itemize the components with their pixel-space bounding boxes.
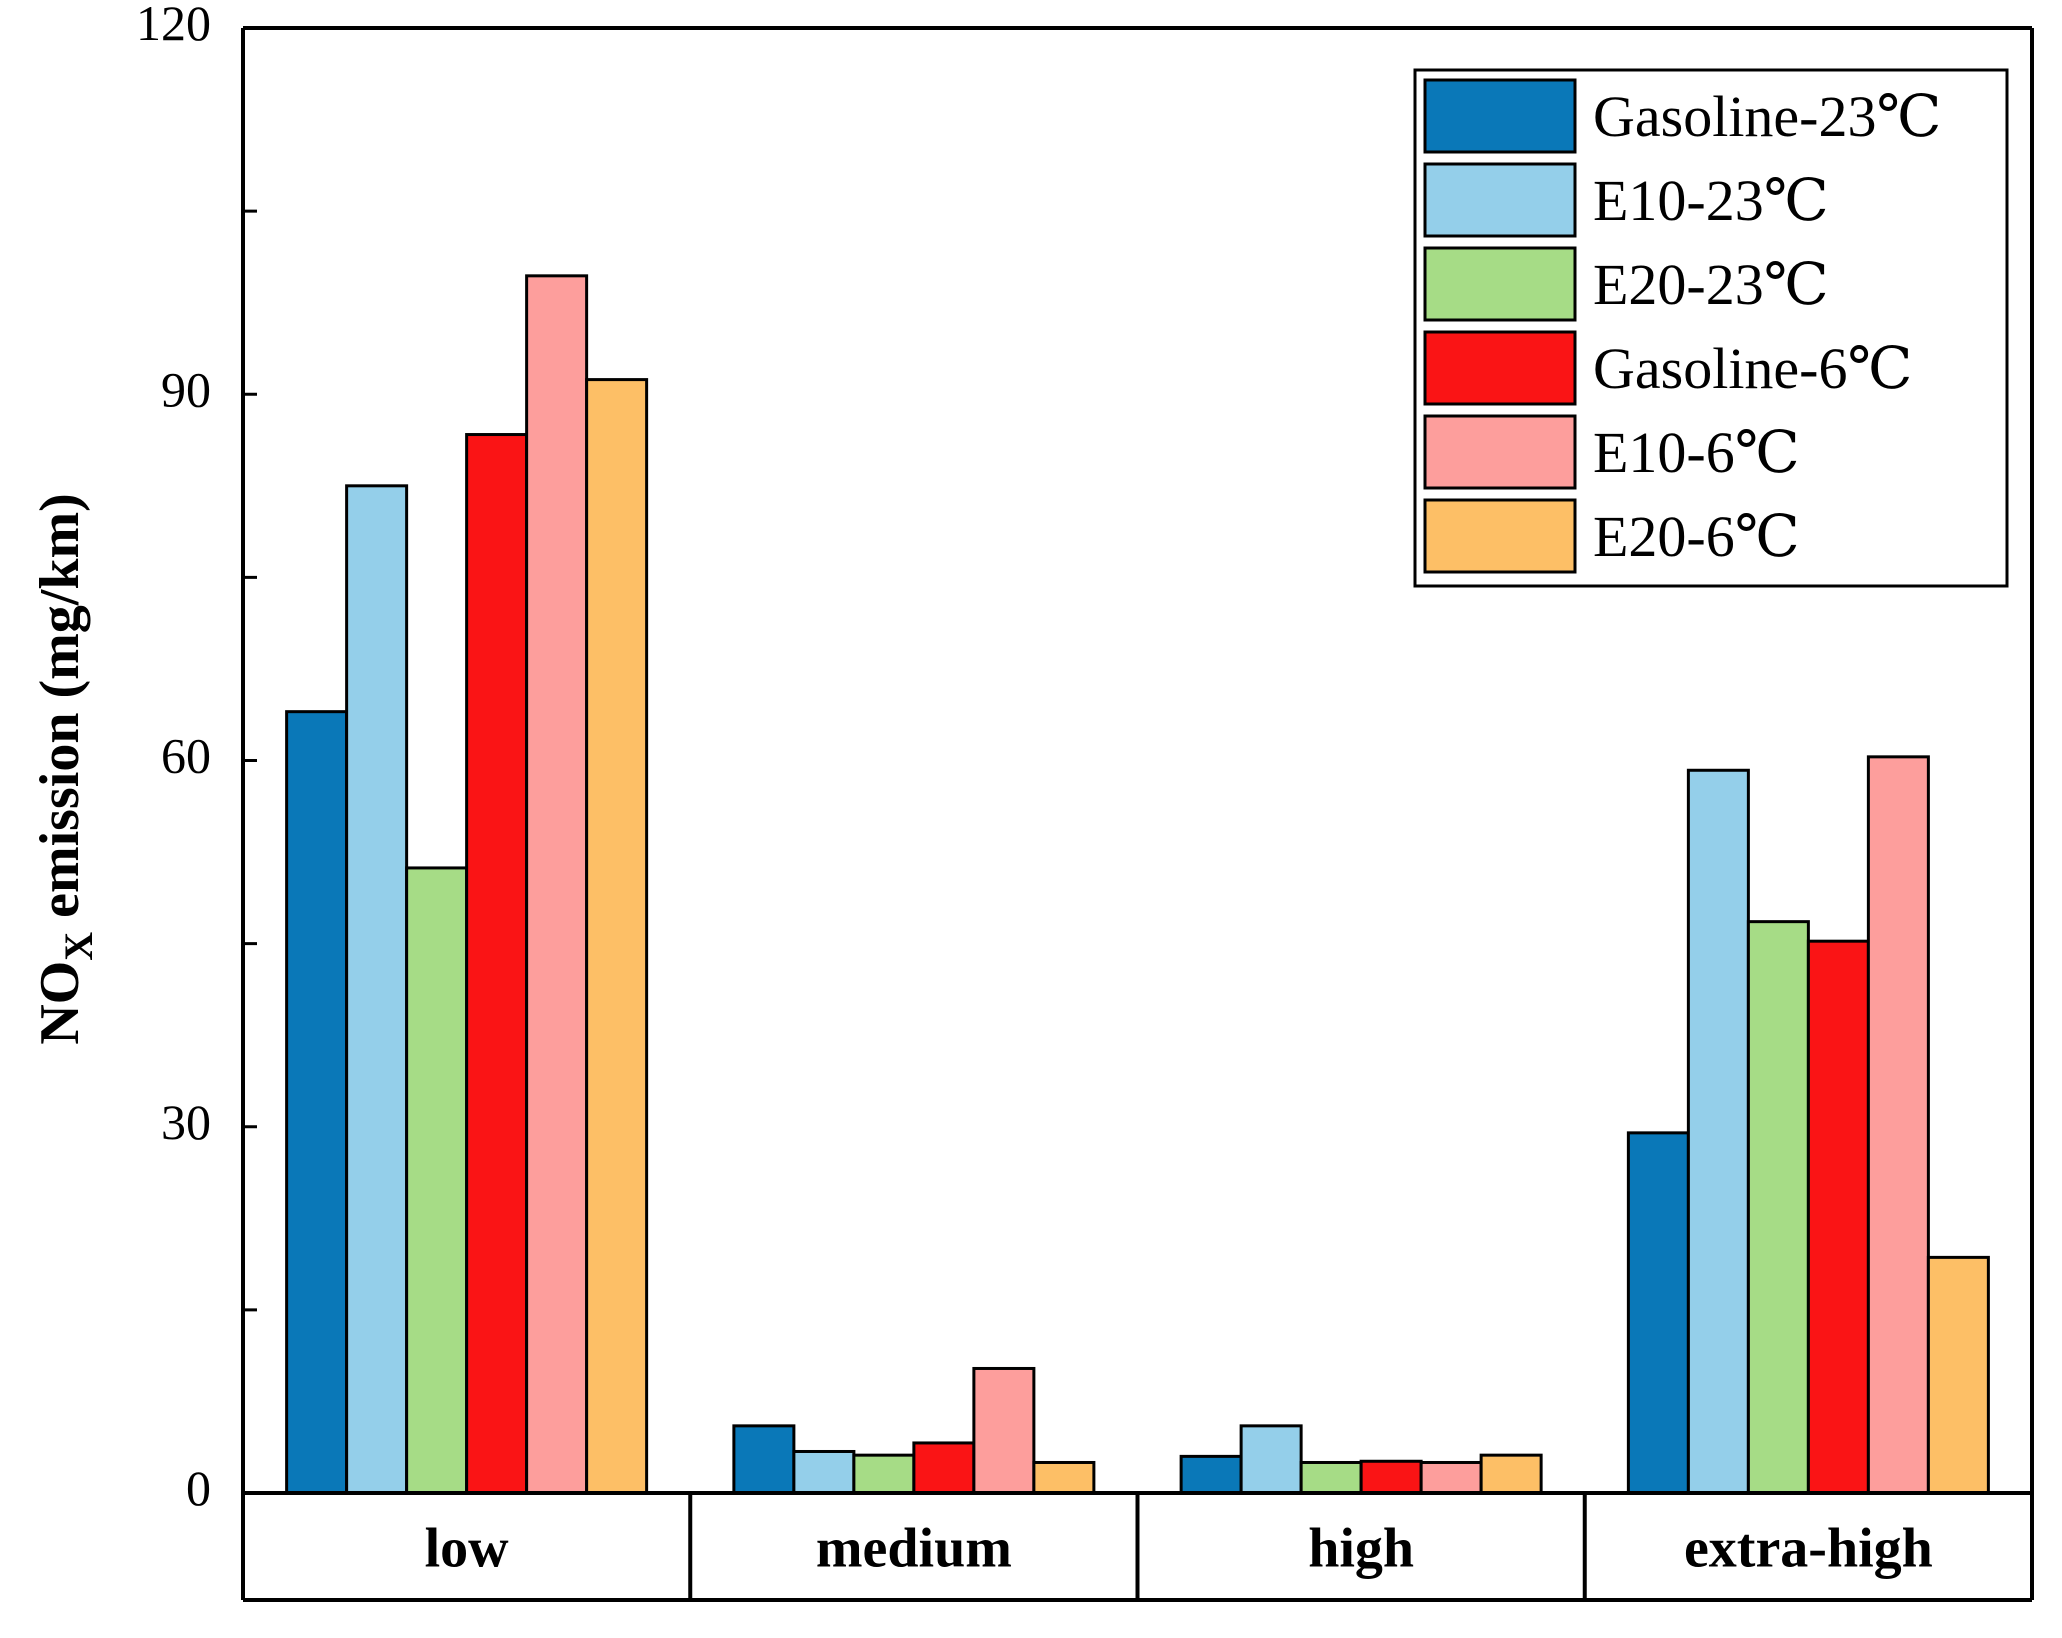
- legend-label: E10-23℃: [1593, 168, 1829, 233]
- bar-extra-high-5: [1866, 755, 1930, 1495]
- category-axis: low medium high extra-high: [425, 1518, 1933, 1580]
- bar-low-6: [585, 378, 649, 1495]
- category-label: medium: [816, 1518, 1012, 1580]
- bar-high-4: [1359, 1459, 1423, 1495]
- bar-low-3: [405, 866, 469, 1495]
- bar-high-3: [1299, 1460, 1363, 1495]
- bar-low-4: [465, 433, 529, 1495]
- bar-low-2: [345, 484, 409, 1495]
- legend-swatch: [1423, 414, 1577, 490]
- legend-label: E10-6℃: [1593, 420, 1800, 485]
- legend-label: E20-23℃: [1593, 252, 1829, 317]
- y-tick-label: 0: [186, 1460, 211, 1516]
- category-label: high: [1308, 1518, 1414, 1580]
- bar-high-2: [1239, 1424, 1303, 1495]
- y-ticks: 0 30 60 90 120: [136, 0, 257, 1516]
- legend-swatch: [1423, 498, 1577, 574]
- bar-high-1: [1179, 1454, 1243, 1495]
- legend-swatch: [1423, 246, 1577, 322]
- bar-extra-high-3: [1746, 920, 1810, 1495]
- legend-label: Gasoline-23℃: [1593, 84, 1941, 149]
- legend-label: E20-6℃: [1593, 504, 1800, 569]
- bar-low-5: [525, 274, 589, 1495]
- bar-low-1: [285, 710, 349, 1495]
- bar-medium-3: [852, 1453, 916, 1495]
- y-tick-label: 60: [161, 728, 211, 784]
- y-axis-label-rest: emission (mg/km): [29, 493, 91, 932]
- category-label: low: [425, 1518, 510, 1580]
- bar-extra-high-2: [1686, 768, 1750, 1495]
- y-tick-label: 90: [161, 361, 211, 417]
- legend-swatch: [1423, 162, 1577, 238]
- y-tick-label: 120: [136, 0, 211, 51]
- category-label: extra-high: [1684, 1518, 1933, 1580]
- y-axis-label-main: NO: [29, 961, 91, 1045]
- bar-high-6: [1479, 1453, 1543, 1495]
- bar-medium-1: [732, 1424, 796, 1495]
- legend-label: Gasoline-6℃: [1593, 336, 1912, 401]
- y-axis-label: NOX emission (mg/km): [29, 493, 101, 1045]
- y-tick-label: 30: [161, 1094, 211, 1150]
- y-axis-label-subscript: X: [56, 932, 101, 961]
- legend-swatch: [1423, 330, 1577, 406]
- bar-medium-2: [792, 1449, 856, 1495]
- bar-high-5: [1419, 1460, 1483, 1495]
- bar-extra-high-4: [1806, 939, 1870, 1495]
- bar-medium-4: [912, 1441, 976, 1495]
- bar-medium-5: [972, 1366, 1036, 1495]
- bar-medium-6: [1032, 1460, 1096, 1495]
- legend: Gasoline-23℃ E10-23℃ E20-23℃ Gasoline-6℃ E10…: [1413, 68, 2009, 588]
- legend-swatch: [1423, 78, 1577, 154]
- bars-layer: [285, 274, 1990, 1495]
- axes-layer: [241, 26, 2034, 1602]
- bar-extra-high-6: [1926, 1255, 1990, 1495]
- bar-extra-high-1: [1626, 1131, 1690, 1495]
